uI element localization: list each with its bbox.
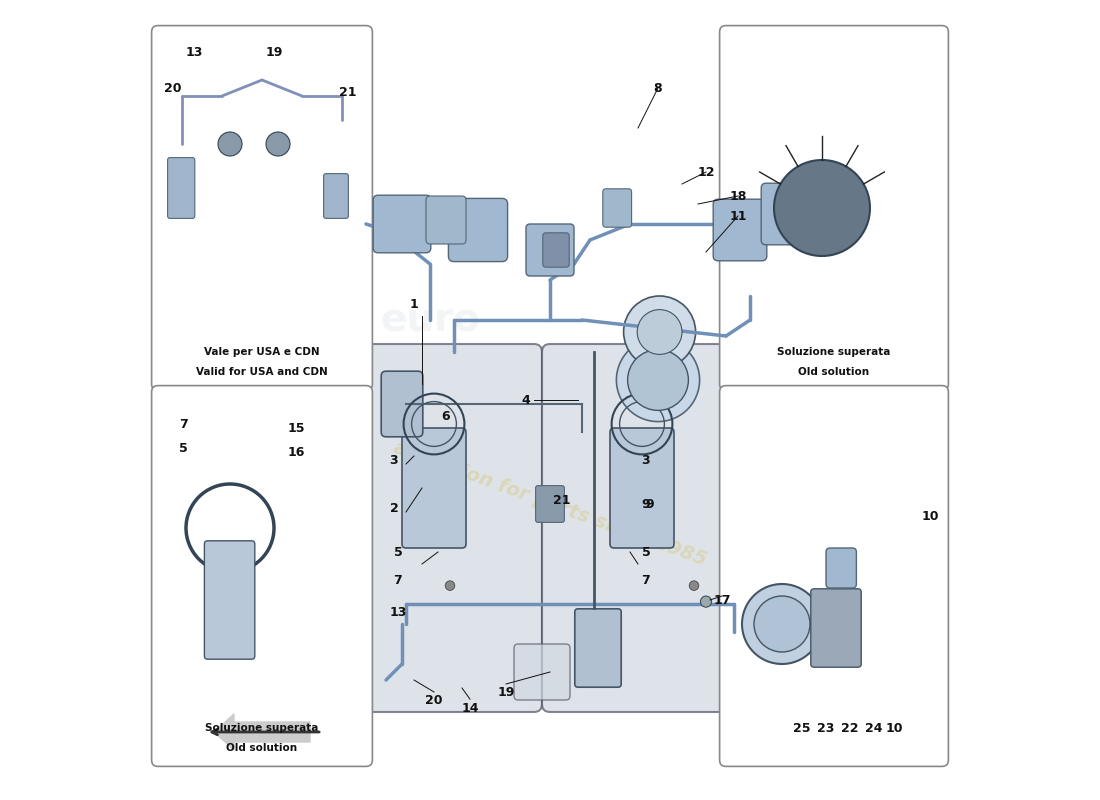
Text: 14: 14 — [461, 702, 478, 714]
Text: 13: 13 — [389, 606, 407, 618]
Text: 24: 24 — [866, 722, 882, 734]
Text: 19: 19 — [265, 46, 283, 58]
Circle shape — [774, 160, 870, 256]
Text: 1: 1 — [409, 298, 418, 310]
Circle shape — [266, 132, 290, 156]
Text: 19: 19 — [497, 686, 515, 698]
Circle shape — [690, 581, 698, 590]
Circle shape — [616, 338, 700, 422]
FancyBboxPatch shape — [526, 224, 574, 276]
Text: euro: euro — [381, 301, 480, 339]
Text: Vale per USA e CDN: Vale per USA e CDN — [205, 347, 320, 357]
Text: 3: 3 — [389, 454, 398, 466]
FancyBboxPatch shape — [152, 26, 373, 390]
FancyBboxPatch shape — [426, 196, 466, 244]
Text: a passion for parts since 1985: a passion for parts since 1985 — [390, 438, 710, 570]
Text: 15: 15 — [287, 422, 305, 434]
Text: 10: 10 — [886, 722, 903, 734]
Text: 7: 7 — [179, 418, 188, 430]
FancyBboxPatch shape — [811, 589, 861, 667]
FancyBboxPatch shape — [713, 199, 767, 261]
Text: 9: 9 — [646, 498, 654, 510]
Text: 23: 23 — [817, 722, 835, 734]
FancyBboxPatch shape — [719, 386, 948, 766]
Text: 20: 20 — [426, 694, 442, 706]
Text: 18: 18 — [729, 190, 747, 202]
FancyBboxPatch shape — [366, 344, 542, 712]
FancyBboxPatch shape — [542, 344, 734, 712]
FancyBboxPatch shape — [610, 428, 674, 548]
FancyBboxPatch shape — [575, 609, 622, 687]
FancyBboxPatch shape — [152, 386, 373, 766]
Text: 9: 9 — [641, 498, 650, 510]
Circle shape — [754, 596, 810, 652]
FancyBboxPatch shape — [514, 644, 570, 700]
Text: 5: 5 — [179, 442, 188, 454]
Text: 5: 5 — [641, 546, 650, 558]
Text: 6: 6 — [442, 410, 450, 422]
FancyBboxPatch shape — [323, 174, 349, 218]
Text: 7: 7 — [641, 574, 650, 586]
FancyBboxPatch shape — [826, 548, 857, 588]
Text: 8: 8 — [653, 82, 662, 94]
Text: Old solution: Old solution — [799, 367, 870, 377]
Text: 4: 4 — [521, 394, 530, 406]
FancyBboxPatch shape — [382, 371, 422, 437]
Circle shape — [637, 310, 682, 354]
Circle shape — [742, 584, 822, 664]
Text: Old solution: Old solution — [227, 743, 298, 753]
Text: 22: 22 — [842, 722, 859, 734]
Text: 12: 12 — [697, 166, 715, 178]
Circle shape — [628, 350, 689, 410]
Text: 2: 2 — [389, 502, 398, 514]
Text: 13: 13 — [185, 46, 202, 58]
FancyBboxPatch shape — [603, 189, 631, 227]
Text: Soluzione superata: Soluzione superata — [778, 347, 891, 357]
Text: 7: 7 — [394, 574, 403, 586]
FancyBboxPatch shape — [719, 26, 948, 390]
FancyBboxPatch shape — [449, 198, 507, 262]
Text: 21: 21 — [339, 86, 356, 98]
Text: 16: 16 — [288, 446, 305, 458]
FancyBboxPatch shape — [402, 428, 466, 548]
FancyArrow shape — [214, 714, 310, 750]
FancyBboxPatch shape — [761, 183, 815, 245]
Circle shape — [218, 132, 242, 156]
FancyBboxPatch shape — [167, 158, 195, 218]
Text: 10: 10 — [922, 510, 938, 522]
Circle shape — [446, 581, 454, 590]
FancyBboxPatch shape — [536, 486, 564, 522]
FancyBboxPatch shape — [542, 233, 569, 267]
Text: 5: 5 — [394, 546, 403, 558]
Text: Valid for USA and CDN: Valid for USA and CDN — [196, 367, 328, 377]
Text: Soluzione superata: Soluzione superata — [206, 723, 319, 733]
Text: 3: 3 — [641, 454, 650, 466]
Text: 20: 20 — [164, 82, 182, 94]
Text: 21: 21 — [553, 494, 571, 506]
Circle shape — [624, 296, 695, 368]
Text: 17: 17 — [713, 594, 730, 606]
Text: 11: 11 — [729, 210, 747, 222]
FancyBboxPatch shape — [205, 541, 255, 659]
Circle shape — [701, 596, 712, 607]
Text: 25: 25 — [793, 722, 811, 734]
FancyBboxPatch shape — [373, 195, 431, 253]
